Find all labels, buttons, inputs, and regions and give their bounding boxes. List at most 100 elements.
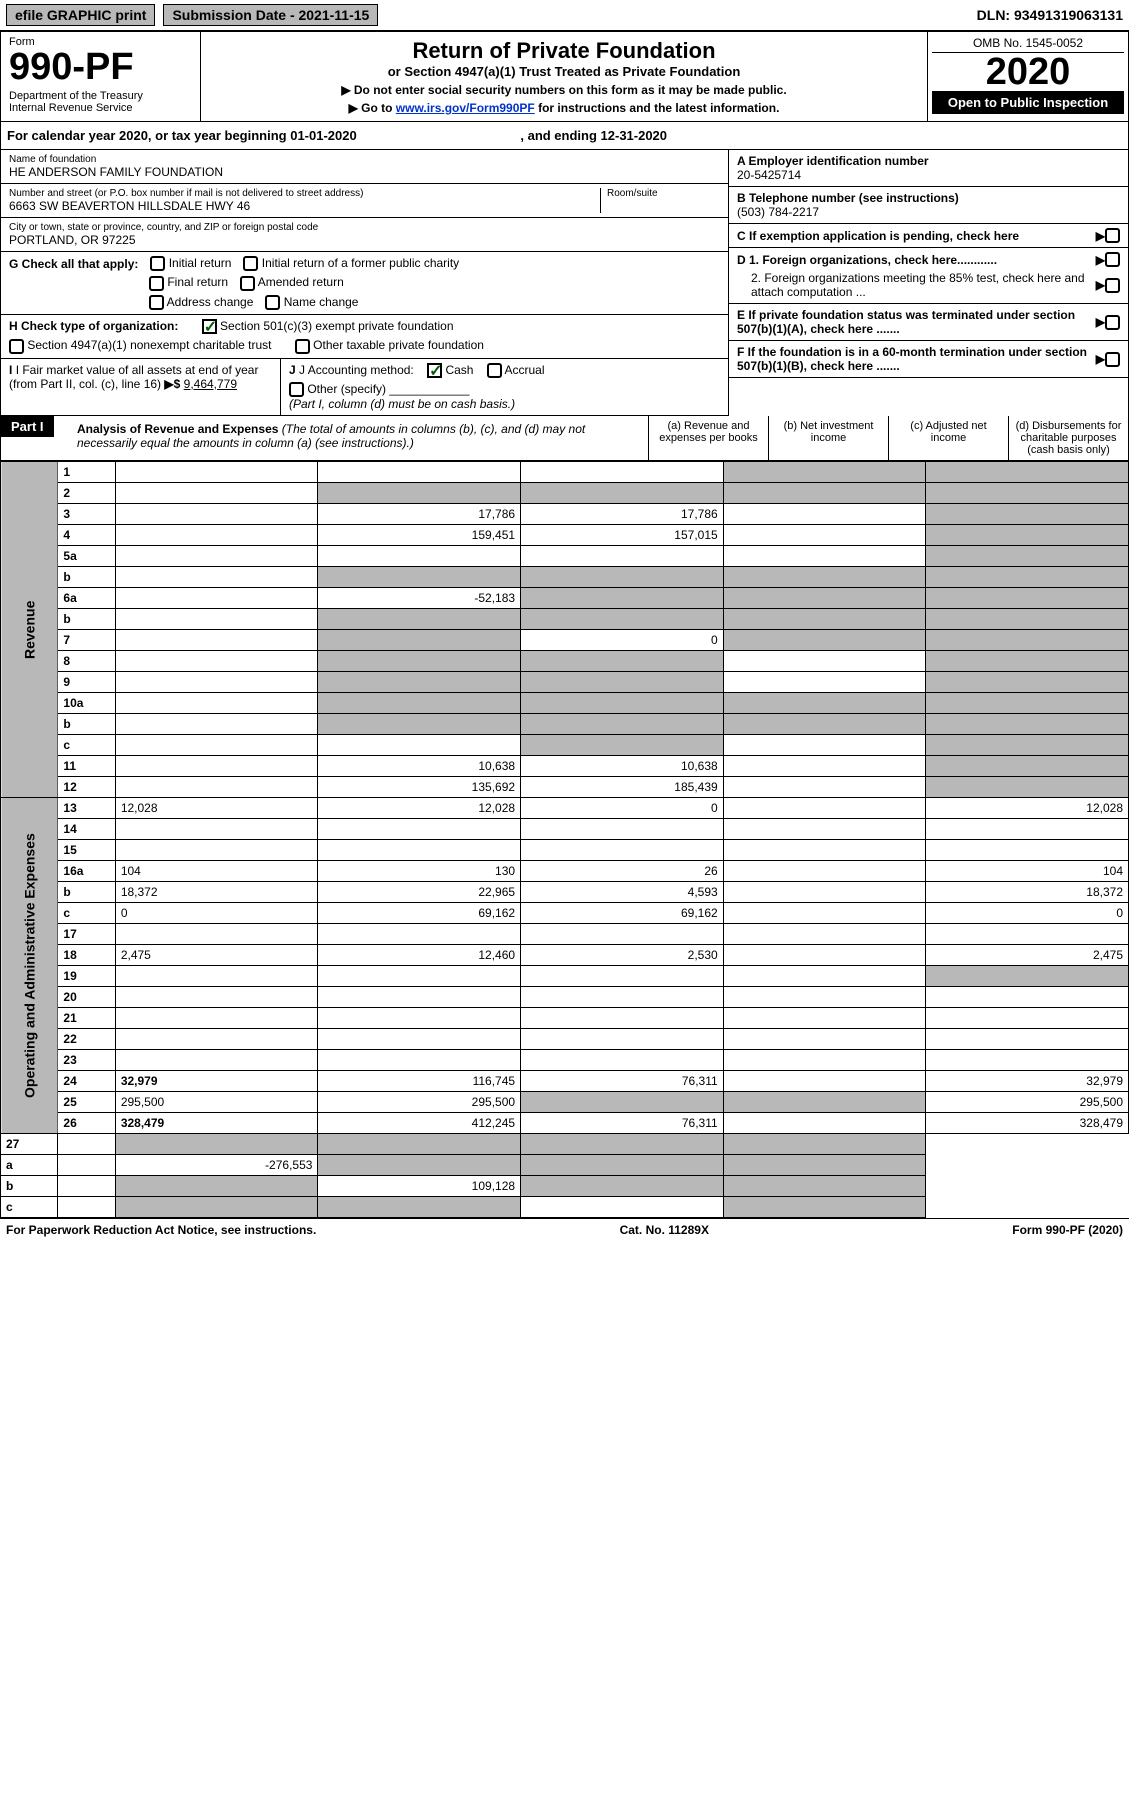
row-description [115, 525, 318, 546]
note-ssn: ▶ Do not enter social security numbers o… [207, 83, 921, 97]
row-description: 328,479 [115, 1113, 318, 1134]
form-title: Return of Private Foundation [207, 38, 921, 64]
row-description: 2,475 [115, 945, 318, 966]
cell-b: 17,786 [521, 504, 724, 525]
cash-checkbox[interactable] [427, 363, 442, 378]
cell-a: -276,553 [115, 1155, 318, 1176]
j-label: J [289, 363, 296, 377]
other-taxable-checkbox[interactable] [295, 339, 310, 354]
other-method-checkbox[interactable] [289, 382, 304, 397]
row-description [115, 672, 318, 693]
cell-d: 104 [926, 861, 1129, 882]
cell-c [723, 609, 926, 630]
table-row: c069,16269,1620 [1, 903, 1129, 924]
row-description [115, 735, 318, 756]
cell-c [723, 1113, 926, 1134]
cell-c [521, 1134, 724, 1155]
col-d-header: (d) Disbursements for charitable purpose… [1008, 416, 1128, 460]
phone-value: (503) 784-2217 [737, 205, 1120, 219]
c-label: C If exemption application is pending, c… [737, 229, 1096, 243]
4947-checkbox[interactable] [9, 339, 24, 354]
table-row: c [1, 1197, 1129, 1218]
cell-c [723, 798, 926, 819]
cell-d [926, 840, 1129, 861]
row-description [58, 1155, 115, 1176]
cell-b [521, 609, 724, 630]
sixty-month-checkbox[interactable] [1105, 352, 1120, 367]
cell-d: 2,475 [926, 945, 1129, 966]
row-number: 15 [58, 840, 115, 861]
cell-d: 32,979 [926, 1071, 1129, 1092]
foundation-name: HE ANDERSON FAMILY FOUNDATION [9, 165, 720, 179]
row-description [115, 630, 318, 651]
cell-c [723, 882, 926, 903]
cell-a [115, 1197, 318, 1218]
cell-d [926, 609, 1129, 630]
status-terminated-checkbox[interactable] [1105, 315, 1120, 330]
cell-c [723, 714, 926, 735]
cell-a [318, 483, 521, 504]
accrual-checkbox[interactable] [487, 363, 502, 378]
cell-b [318, 1134, 521, 1155]
row-number: 11 [58, 756, 115, 777]
cell-c [723, 1008, 926, 1029]
cell-d [926, 672, 1129, 693]
cell-c [723, 546, 926, 567]
address-change-checkbox[interactable] [149, 295, 164, 310]
table-row: 6a-52,183 [1, 588, 1129, 609]
exemption-pending-checkbox[interactable] [1105, 228, 1120, 243]
cell-c [723, 462, 926, 483]
cell-d [926, 693, 1129, 714]
cell-a: 412,245 [318, 1113, 521, 1134]
cell-d: 0 [926, 903, 1129, 924]
final-return-checkbox[interactable] [149, 276, 164, 291]
row-description [115, 1050, 318, 1071]
cell-c [723, 693, 926, 714]
address-value: 6663 SW BEAVERTON HILLSDALE HWY 46 [9, 199, 600, 213]
e-label: E If private foundation status was termi… [737, 308, 1096, 336]
cell-d [926, 504, 1129, 525]
cell-d [926, 525, 1129, 546]
row-description [115, 693, 318, 714]
cell-b: 10,638 [521, 756, 724, 777]
amended-return-checkbox[interactable] [240, 276, 255, 291]
col-b-header: (b) Net investment income [768, 416, 888, 460]
cell-c [723, 588, 926, 609]
cell-d [926, 651, 1129, 672]
cell-c [723, 924, 926, 945]
instructions-link[interactable]: www.irs.gov/Form990PF [396, 101, 535, 115]
table-row: 9 [1, 672, 1129, 693]
initial-former-checkbox[interactable] [243, 256, 258, 271]
table-row: 317,78617,786 [1, 504, 1129, 525]
cell-b [521, 840, 724, 861]
cell-a: 159,451 [318, 525, 521, 546]
table-row: 16a10413026104 [1, 861, 1129, 882]
cell-a [318, 924, 521, 945]
cell-b [318, 1155, 521, 1176]
table-row: 2432,979116,74576,31132,979 [1, 1071, 1129, 1092]
cell-b: 2,530 [521, 945, 724, 966]
cell-c [723, 525, 926, 546]
efile-button[interactable]: efile GRAPHIC print [6, 4, 155, 26]
top-bar: efile GRAPHIC print Submission Date - 20… [0, 0, 1129, 32]
foreign-org-checkbox[interactable] [1105, 252, 1120, 267]
department-label: Department of the TreasuryInternal Reven… [9, 90, 192, 114]
row-description [115, 756, 318, 777]
cell-b [521, 1008, 724, 1029]
cell-d [926, 819, 1129, 840]
initial-return-checkbox[interactable] [150, 256, 165, 271]
part1-label: Part I [1, 416, 54, 437]
foreign-85-checkbox[interactable] [1105, 278, 1120, 293]
name-change-checkbox[interactable] [265, 295, 280, 310]
table-row: 15 [1, 840, 1129, 861]
cell-b [521, 819, 724, 840]
cell-a [318, 966, 521, 987]
row-description [115, 588, 318, 609]
501c3-checkbox[interactable] [202, 319, 217, 334]
row-description: 0 [115, 903, 318, 924]
row-description: 295,500 [115, 1092, 318, 1113]
table-row: 10a [1, 693, 1129, 714]
cell-d [723, 1134, 926, 1155]
cell-a: 10,638 [318, 756, 521, 777]
cell-c [723, 672, 926, 693]
